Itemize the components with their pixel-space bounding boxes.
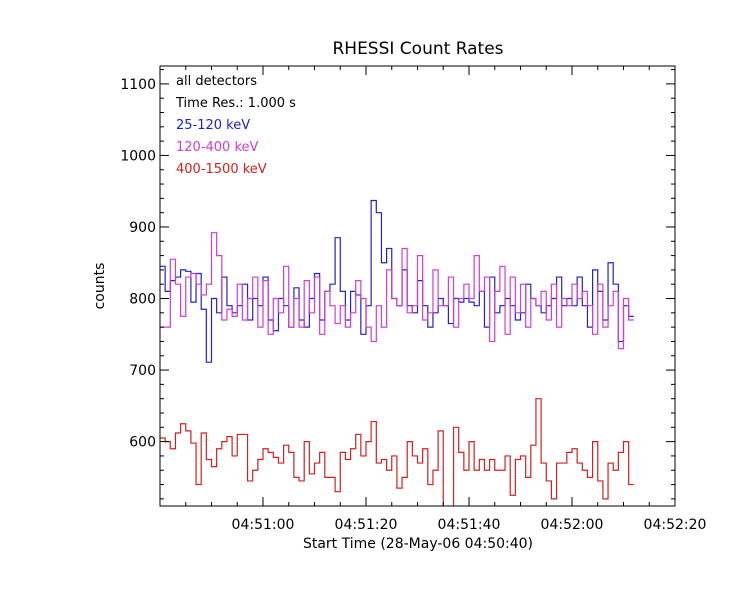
y-tick-label: 1100 [120,77,156,93]
chart-title: RHESSI Count Rates [332,39,503,59]
x-tick-label: 04:52:20 [644,517,707,533]
y-tick-label: 600 [129,435,156,451]
series-line-400-1500-kev [160,398,634,506]
legend-entry-25-120: 25-120 keV [176,118,250,133]
x-axis: 04:51:00 04:51:20 04:51:40 04:52:00 04:52:20 [159,66,707,533]
series-line-120-400-kev [160,232,634,350]
x-tick-label: 04:52:00 [541,517,604,533]
legend: all detectors Time Res.: 1.000 s 25-120 … [175,74,296,177]
annotation-time-resolution: Time Res.: 1.000 s [175,96,296,111]
y-tick-label: 900 [129,220,156,236]
annotation-detectors: all detectors [176,74,257,89]
y-tick-label: 700 [129,363,156,379]
y-tick-label: 1000 [120,148,156,164]
legend-entry-120-400: 120-400 keV [176,140,259,155]
x-tick-label: 04:51:20 [335,517,398,533]
y-axis: 600 700 800 900 1000 1100 [120,69,675,500]
x-tick-label: 04:51:00 [232,517,295,533]
x-axis-label: Start Time (28-May-06 04:50:40) [303,536,533,552]
y-axis-label: counts [92,263,108,310]
series-layer [160,199,634,506]
x-tick-label: 04:51:40 [438,517,501,533]
legend-entry-400-1500: 400-1500 keV [176,162,267,177]
y-tick-label: 800 [129,292,156,308]
series-line-25-120-kev [160,199,634,363]
